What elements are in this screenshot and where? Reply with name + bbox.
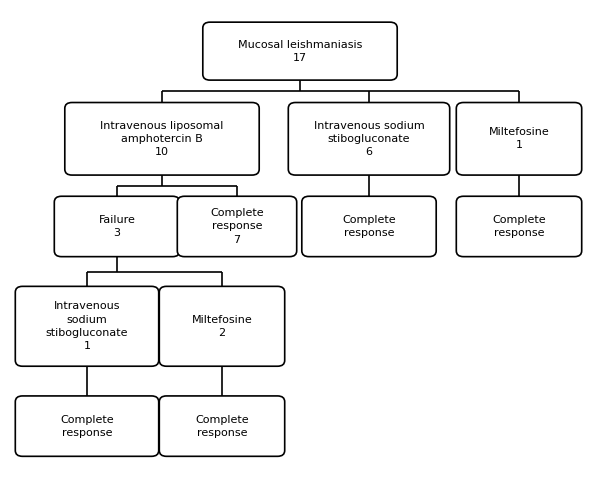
FancyBboxPatch shape (15, 396, 158, 456)
FancyBboxPatch shape (178, 196, 296, 257)
Text: Complete
response: Complete response (492, 215, 546, 238)
FancyBboxPatch shape (289, 103, 450, 175)
FancyBboxPatch shape (55, 196, 180, 257)
Text: Intravenous
sodium
stibogluconate
1: Intravenous sodium stibogluconate 1 (46, 301, 128, 351)
Text: Miltefosine
2: Miltefosine 2 (191, 315, 253, 338)
Text: Complete
response: Complete response (342, 215, 396, 238)
Text: Mucosal leishmaniasis
17: Mucosal leishmaniasis 17 (238, 39, 362, 63)
FancyBboxPatch shape (160, 396, 284, 456)
FancyBboxPatch shape (302, 196, 436, 257)
FancyBboxPatch shape (456, 196, 581, 257)
FancyBboxPatch shape (160, 286, 284, 366)
Text: Intravenous liposomal
amphotercin B
10: Intravenous liposomal amphotercin B 10 (100, 121, 224, 157)
Text: Complete
response
7: Complete response 7 (210, 208, 264, 244)
FancyBboxPatch shape (15, 286, 158, 366)
FancyBboxPatch shape (456, 103, 581, 175)
Text: Complete
response: Complete response (195, 414, 249, 438)
FancyBboxPatch shape (65, 103, 259, 175)
FancyBboxPatch shape (203, 22, 397, 80)
Text: Miltefosine
1: Miltefosine 1 (488, 127, 550, 150)
Text: Failure
3: Failure 3 (98, 215, 136, 238)
Text: Intravenous sodium
stibogluconate
6: Intravenous sodium stibogluconate 6 (314, 121, 424, 157)
Text: Complete
response: Complete response (60, 414, 114, 438)
